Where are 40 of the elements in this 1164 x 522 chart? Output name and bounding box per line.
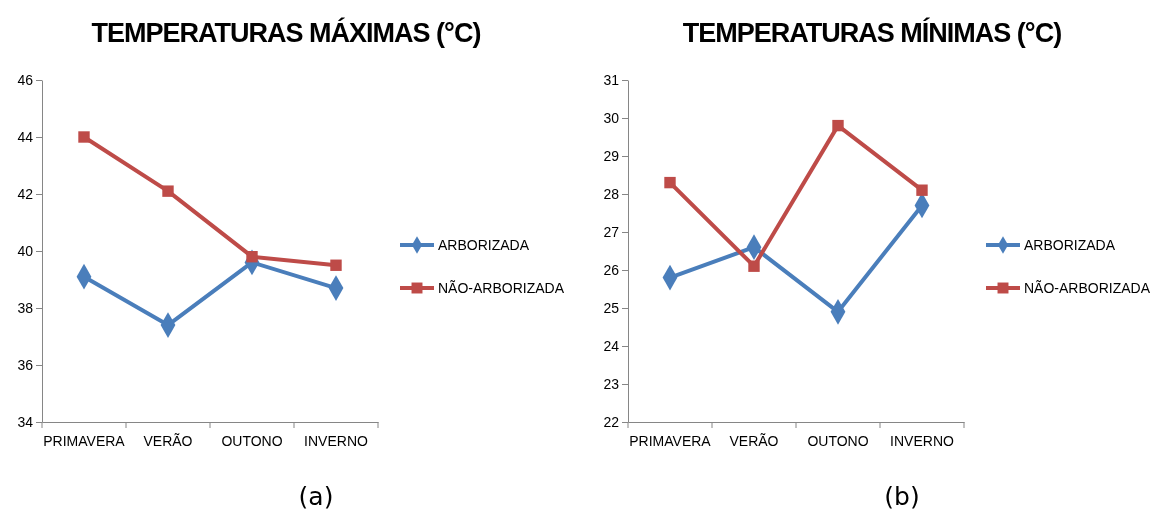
- x-tick-label: PRIMAVERA: [43, 432, 126, 449]
- point: [162, 185, 174, 197]
- x-tick-label: VERÃO: [729, 432, 779, 449]
- legend-label: NÃO-ARBORIZADA: [438, 280, 565, 296]
- y-tick-label: 24: [603, 337, 620, 354]
- y-tick-label: 34: [17, 413, 34, 430]
- y-tick-label: 42: [17, 185, 34, 202]
- y-tick-label: 22: [603, 413, 620, 430]
- x-tick-label: OUTONO: [221, 432, 283, 449]
- point: [916, 184, 928, 196]
- chart-title: TEMPERATURAS MÍNIMAS (°C): [682, 17, 1062, 48]
- x-tick-label: VERÃO: [143, 432, 193, 449]
- y-tick-label: 26: [603, 261, 620, 278]
- legend-label: ARBORIZADA: [1024, 237, 1116, 253]
- point: [832, 119, 844, 132]
- y-tick-label: 36: [17, 356, 34, 373]
- point: [664, 176, 676, 189]
- y-tick-label: 46: [17, 71, 34, 88]
- x-tick-label: INVERNO: [304, 432, 368, 449]
- legend-label: NÃO-ARBORIZADA: [1024, 280, 1151, 296]
- y-tick-label: 31: [603, 71, 620, 88]
- y-tick-label: 27: [603, 223, 620, 240]
- point: [78, 131, 90, 143]
- legend-label: ARBORIZADA: [438, 237, 530, 253]
- x-tick-label: PRIMAVERA: [629, 432, 712, 449]
- x-tick-label: INVERNO: [890, 432, 954, 449]
- point: [330, 259, 342, 271]
- x-tick-label: OUTONO: [807, 432, 869, 449]
- text: (a): [298, 482, 334, 511]
- y-tick-label: 29: [603, 147, 620, 164]
- y-tick-label: 25: [603, 299, 620, 316]
- y-tick-label: 44: [17, 128, 34, 145]
- text: (b): [884, 482, 920, 511]
- y-tick-label: 38: [17, 299, 34, 316]
- y-tick-label: 40: [17, 242, 34, 259]
- y-tick-label: 30: [603, 109, 620, 126]
- point: [748, 260, 760, 272]
- y-tick-label: 23: [603, 375, 620, 392]
- chart-title: TEMPERATURAS MÁXIMAS (°C): [91, 17, 481, 48]
- y-tick-label: 28: [603, 185, 620, 202]
